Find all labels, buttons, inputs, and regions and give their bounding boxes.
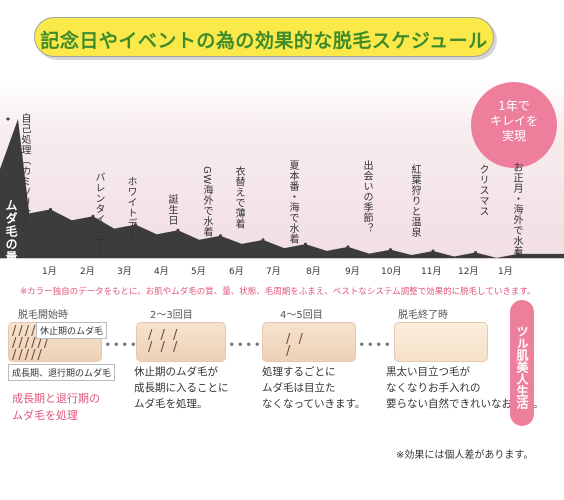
data-point (431, 249, 435, 253)
stage-2-description: 休止期のムダ毛が 成長期に入ることに ムダ毛を処理。 (134, 366, 229, 410)
event-label: 衣替えで薄着 (233, 166, 244, 229)
method-note: ※カラー独自のデータをもとに、お肌やムダ毛の質、量、状態、毛周期をふまえ、ベスト… (20, 287, 536, 297)
event-label: 誕生日 (166, 194, 177, 226)
month-tick: 5月 (191, 267, 206, 277)
x-axis-line (0, 258, 564, 259)
page-title: 記念日やイベントの為の効果的な脱毛スケジュール (40, 30, 488, 52)
event-label: バレンタインデー (93, 172, 104, 256)
title-banner: 記念日やイベントの為の効果的な脱毛スケジュール (34, 17, 494, 57)
y-axis-label: ムダ毛の量 (4, 199, 18, 264)
month-tick: 8月 (306, 267, 321, 277)
event-label: GW海外で水着 (201, 166, 212, 238)
goal-badge: 1年で キレイを 実現 (471, 82, 557, 168)
month-tick: 2月 (80, 267, 95, 277)
event-label: ホワイトデー (125, 176, 136, 239)
stage-4-description: 黒太い目立つ毛が なくなりお手入れの 要らない自然できれいなお肌に。 (386, 366, 544, 410)
stage-3-label: 4〜5回目 (280, 310, 323, 321)
stage-3-description: 処理するごとに ムダ毛は目立た なくなっていきます。 (262, 366, 366, 410)
event-label: 紅葉狩りと温泉 (409, 164, 420, 238)
month-tick: 6月 (229, 267, 244, 277)
stage-4-skin (394, 322, 488, 362)
event-label: お正月・海外で水着 (511, 162, 522, 257)
final-result-badge: ツル肌美人生活 (510, 300, 534, 426)
event-label: 出会いの季節？ (361, 160, 372, 234)
badge-line-1: 1年で (498, 99, 530, 113)
arrow-dots: ∙∙∙∙∙› (358, 337, 407, 351)
data-point (389, 248, 392, 252)
stage-3-hairs: / / / (286, 332, 305, 359)
month-tick: 10月 (381, 267, 402, 277)
event-label: 夏本番・海で水着 (287, 160, 298, 244)
stage-1-tag-resting: 休止期のムダ毛 (36, 322, 108, 339)
data-point (134, 223, 137, 227)
badge-line-2: キレイを (489, 114, 538, 128)
stage-2-label: 2〜3回目 (150, 310, 193, 321)
data-point (176, 228, 180, 232)
stage-1-description: 成長期と退行期の ムダ毛を処理 (12, 392, 100, 422)
hair-amount-area (0, 119, 564, 258)
hair-amount-chart (0, 117, 564, 258)
month-tick: 1月 (42, 267, 57, 277)
event-label: 自己処理（カミソリなど） (19, 113, 30, 239)
month-tick: 3月 (117, 267, 132, 277)
disclaimer: ※効果には個人差があります。 (396, 450, 534, 461)
data-point (346, 245, 350, 249)
month-tick: 1月 (498, 267, 513, 277)
stage-1-tag-growth: 成長期、退行期のムダ毛 (8, 364, 116, 381)
stage-1-label: 脱毛開始時 (18, 310, 68, 321)
month-tick: 4月 (154, 267, 169, 277)
data-point (304, 242, 307, 246)
data-point (261, 238, 265, 242)
month-tick: 9月 (345, 267, 360, 277)
month-tick: 12月 (458, 267, 479, 277)
month-tick: 11月 (421, 267, 442, 277)
data-point (474, 250, 477, 254)
badge-line-3: 実現 (501, 129, 526, 143)
data-point (516, 252, 520, 256)
stage-4-label: 脱毛終了時 (398, 310, 448, 321)
stage-2-hairs: / / / / / / (148, 328, 180, 355)
data-point (49, 207, 52, 211)
month-tick: 7月 (266, 267, 281, 277)
data-point (6, 117, 10, 121)
stage-2-skin (136, 322, 226, 362)
event-label: クリスマス (477, 164, 488, 217)
data-point (219, 234, 222, 238)
stage-3-skin (262, 322, 356, 362)
data-point (91, 214, 95, 218)
